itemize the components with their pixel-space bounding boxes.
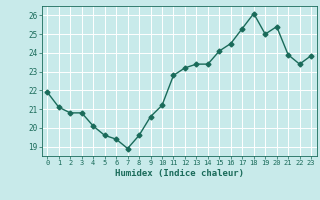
X-axis label: Humidex (Indice chaleur): Humidex (Indice chaleur): [115, 169, 244, 178]
